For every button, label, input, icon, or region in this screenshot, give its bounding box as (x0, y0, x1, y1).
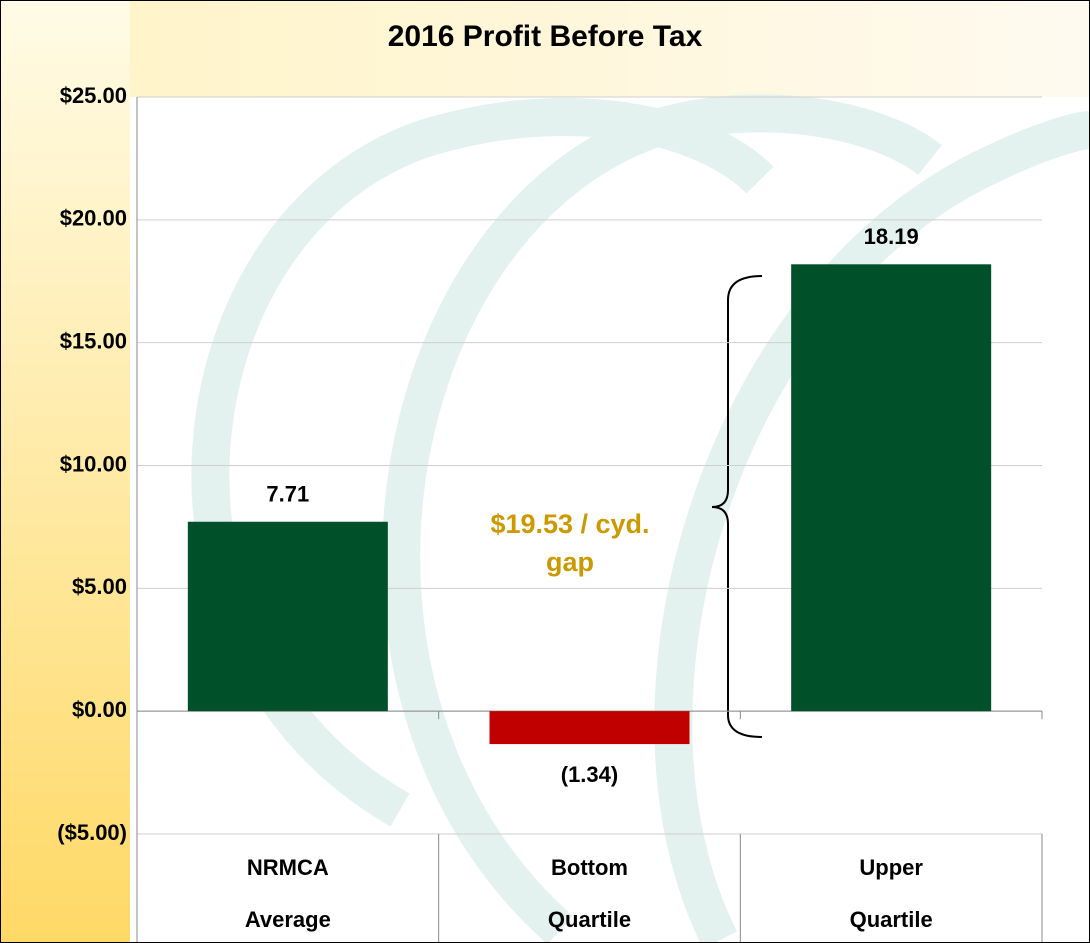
y-tick-label: $0.00 (72, 697, 127, 722)
bar (489, 711, 690, 745)
y-tick-label: $10.00 (60, 451, 127, 476)
brace (711, 275, 763, 738)
y-tick-label: $20.00 (60, 206, 127, 231)
x-tick-label: Upper Quartile (849, 855, 933, 932)
value-label: 18.19 (864, 224, 919, 249)
chart-title: 2016 Profit Before Tax (388, 20, 703, 53)
bar (791, 264, 992, 712)
side-band (0, 0, 130, 943)
title-band (0, 0, 1090, 97)
bar (187, 521, 388, 712)
value-label: (1.34) (561, 762, 618, 787)
x-tick-label: Bottom Quartile (547, 855, 632, 932)
y-tick-label: ($5.00) (57, 820, 127, 845)
y-tick-label: $25.00 (60, 83, 127, 108)
value-label: 7.71 (266, 482, 309, 507)
annotation: $19.53 / cyd. gap (490, 509, 650, 577)
y-tick-label: $15.00 (60, 328, 127, 353)
y-tick-label: $5.00 (72, 574, 127, 599)
x-tick-label: NRMCA Average (244, 855, 331, 932)
